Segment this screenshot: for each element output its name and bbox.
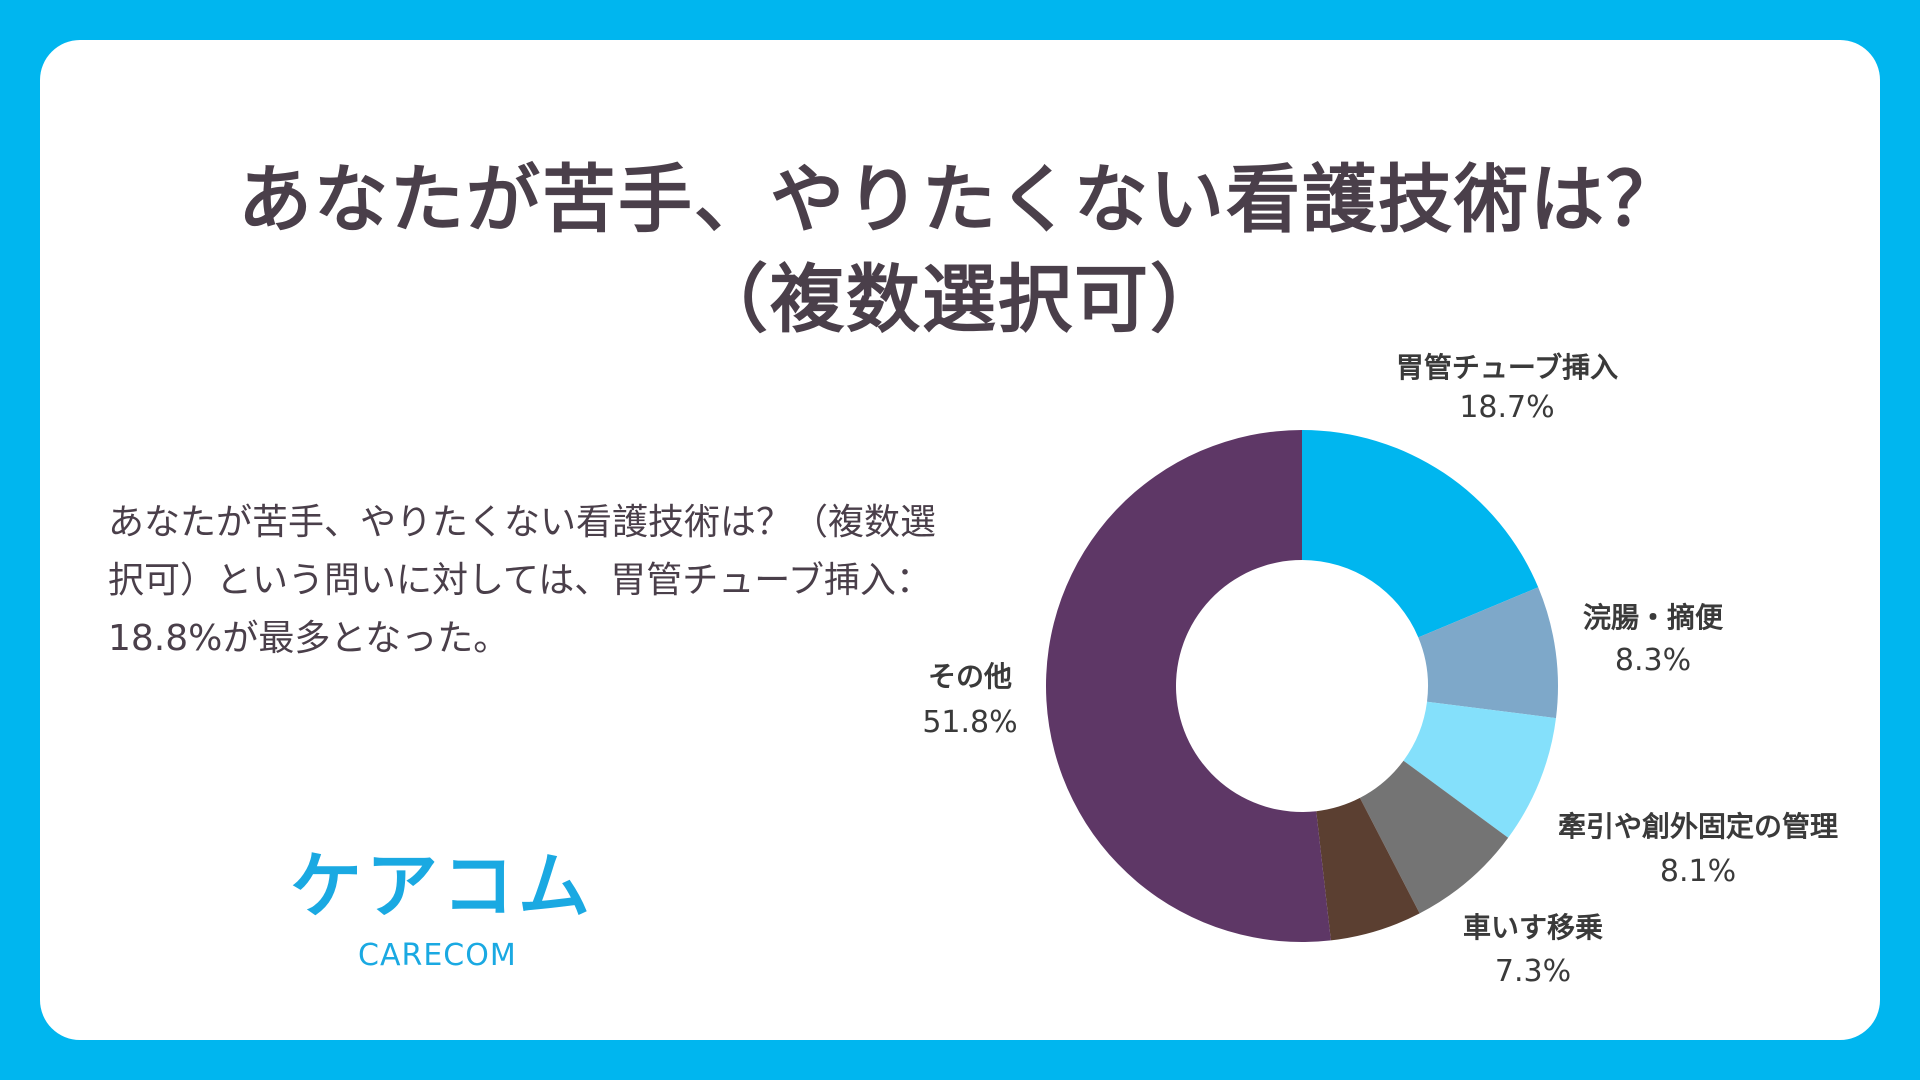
slice-value-label: 8.3%	[1615, 643, 1691, 678]
card: あなたが苦手、やりたくない看護技術は？ （複数選択可） あなたが苦手、やりたくな…	[40, 40, 1880, 1040]
logo-jp-text: ケアコム	[290, 844, 594, 928]
slice-value-label: 7.3%	[1495, 954, 1571, 989]
donut-slice	[1359, 760, 1509, 914]
donut-slice	[1403, 701, 1556, 838]
slice-label: その他	[928, 660, 1012, 693]
slice-value-label: 8.1%	[1660, 854, 1736, 889]
donut-slice	[1316, 797, 1420, 941]
donut-slice	[1418, 587, 1558, 719]
page-subtitle: （複数選択可）	[694, 257, 1226, 343]
carecom-logo: ケアコム CARECOM	[290, 844, 594, 973]
donut-slice	[1045, 430, 1331, 942]
slice-label: 胃管チューブ挿入	[1396, 351, 1618, 384]
slice-value-label: 18.7%	[1459, 390, 1554, 425]
slice-label: 車いす移乗	[1463, 911, 1603, 944]
slice-label: 牽引や創外固定の管理	[1558, 810, 1838, 843]
donut-slice	[1302, 430, 1539, 638]
donut-chart: 胃管チューブ挿入 18.7% 浣腸・摘便 8.3% 牽引や創外固定の管理 8.1% 車いす移…	[922, 351, 1838, 989]
description-text: あなたが苦手、やりたくない看護技術は？（複数選択可）という問いに対しては、胃管チ…	[108, 502, 937, 659]
slice-value-label: 51.8%	[922, 705, 1017, 740]
slice-label: 浣腸・摘便	[1583, 601, 1724, 634]
page-title: あなたが苦手、やりたくない看護技術は？	[238, 157, 1682, 243]
logo-en-text: CARECOM	[358, 938, 517, 973]
